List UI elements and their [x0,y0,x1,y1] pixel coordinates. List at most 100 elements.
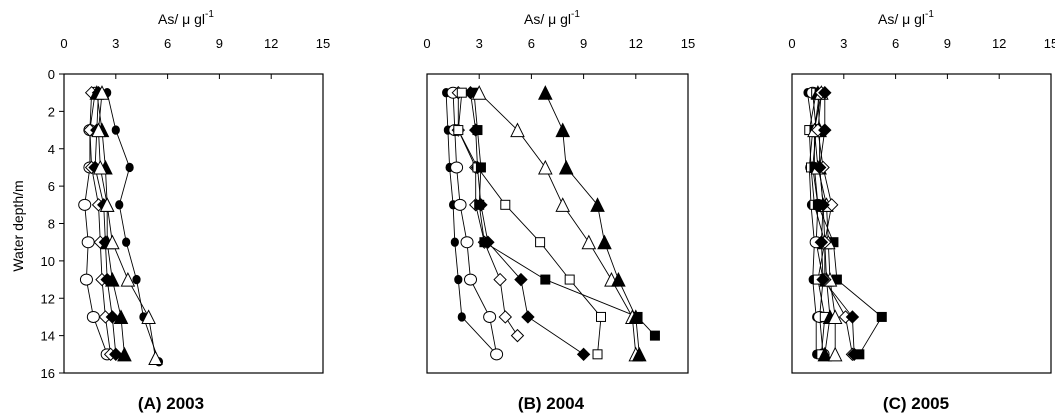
data-point-filled-triangle [538,85,553,100]
x-tick-label: 0 [60,36,67,51]
data-point-open-circle [483,310,497,323]
y-tick-label: 8 [48,217,55,232]
data-point-open-circle [464,273,477,286]
y-tick-label: 0 [48,67,55,82]
data-point-filled-circle [122,237,131,247]
data-point-open-square [456,87,467,98]
data-point-filled-triangle [611,271,626,287]
data-point-filled-triangle [558,159,574,175]
x-tick-label: 0 [423,36,430,51]
data-point-filled-circle [132,274,141,285]
x-axis-title-superscript: -1 [925,9,934,20]
data-point-filled-square [479,237,490,248]
data-point-filled-square [474,199,485,210]
data-point-filled-square [472,125,483,136]
panel-caption: (A) 2003 [138,394,204,413]
data-point-open-triangle [91,122,106,138]
y-tick-label: 10 [41,254,55,269]
x-tick-label: 3 [840,36,847,51]
data-point-open-circle [79,273,93,286]
x-tick-label: 12 [992,36,1006,51]
data-point-filled-diamond [816,272,830,287]
x-tick-label: 0 [788,36,795,51]
series-line-open-circle [452,92,498,355]
y-tick-label: 12 [41,291,55,306]
data-point-filled-diamond [814,235,829,249]
data-point-filled-circle [115,200,124,210]
data-point-filled-diamond [105,310,120,324]
x-axis-title-superscript: -1 [571,9,580,20]
data-point-filled-diamond [514,272,528,287]
panel-2004: 0 3 6 9 12 15 As/ μ gl-1 (B) 2004 [423,9,695,413]
data-point-filled-triangle [105,271,120,287]
series-line-filled-circle [445,92,497,355]
data-point-open-square [592,349,603,360]
data-point-open-triangle [94,85,110,100]
data-point-open-triangle [120,271,136,287]
data-point-filled-square [649,330,660,341]
x-axis-title: As/ μ gl-1 [158,9,214,27]
x-axis-title-main: As/ μ gl [524,11,571,27]
data-point-open-square [453,125,464,136]
data-point-open-triangle [510,122,525,138]
data-point-open-triangle [827,346,843,362]
data-point-filled-triangle [631,346,647,362]
data-point-open-triangle [581,234,597,250]
plot-frame [63,73,324,374]
data-point-filled-triangle [117,346,132,362]
data-point-filled-diamond [521,310,535,324]
data-point-filled-triangle [817,346,833,362]
y-axis-title: Water depth/m [10,180,26,271]
data-point-open-triangle [92,159,108,175]
data-point-open-circle [81,236,95,249]
data-point-filled-square [540,274,551,285]
panel-caption: (B) 2004 [518,394,585,413]
data-point-filled-diamond [816,198,830,212]
data-point-open-square [535,237,546,248]
data-point-filled-circle [125,162,134,173]
y-tick-label: 2 [48,104,55,119]
data-point-open-triangle [99,197,115,212]
data-point-open-triangle [105,234,120,250]
data-point-open-square [500,199,511,210]
data-point-filled-circle [457,312,466,322]
data-point-open-diamond [493,272,507,287]
x-axis-title-main: As/ μ gl [158,11,205,27]
x-tick-label: 9 [944,36,951,51]
data-point-filled-square [475,162,486,173]
data-point-open-circle [460,236,474,249]
plot-frame [426,73,689,374]
x-tick-label: 6 [164,36,171,51]
x-axis-title-main: As/ μ gl [878,11,925,27]
data-point-filled-triangle [628,309,644,324]
data-point-open-triangle [471,85,487,100]
data-point-open-diamond [498,310,513,324]
data-point-open-circle [490,348,504,361]
data-point-open-circle [78,198,92,211]
x-axis-title-superscript: -1 [205,9,214,20]
panel-2003: 0 3 6 9 12 15 0 2 4 6 8 10 12 14 16 As/ μ gl-1 (A) 2003 [41,9,331,413]
data-point-filled-triangle [597,234,612,250]
data-point-filled-diamond [847,347,861,362]
x-tick-label: 6 [528,36,535,51]
data-point-open-circle [453,198,467,211]
x-tick-label: 12 [629,36,643,51]
data-point-open-circle [86,310,100,323]
data-point-filled-diamond [818,123,832,137]
data-point-filled-diamond [812,160,827,175]
series-line-filled-square [473,92,656,336]
data-point-filled-diamond [576,347,591,362]
x-tick-label: 12 [264,36,278,51]
x-tick-label: 15 [681,36,695,51]
data-point-open-square [564,274,575,285]
data-point-filled-triangle [555,122,571,138]
x-tick-label: 3 [112,36,119,51]
x-axis-title: As/ μ gl-1 [524,9,580,27]
x-tick-label: 15 [1044,36,1055,51]
data-point-open-triangle [827,309,843,324]
series-line-filled-circle [106,92,160,362]
plot-frame [791,73,1052,374]
x-tick-label: 9 [580,36,587,51]
x-tick-label: 15 [316,36,330,51]
panel-2005: 0 3 6 9 12 15 As/ μ gl-1 (C) 2005 [788,9,1055,413]
